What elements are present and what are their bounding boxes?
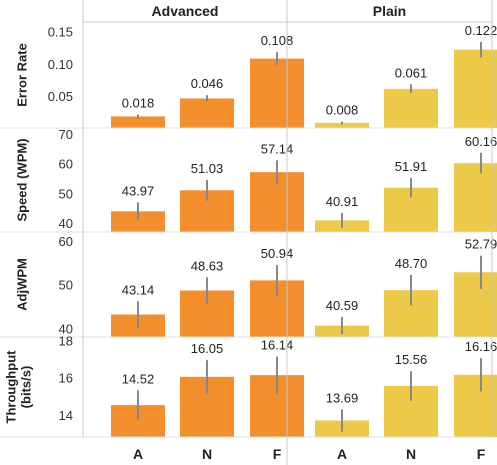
y-tick-label: 0.15	[48, 25, 73, 40]
y-axis-label-line: (bits/s)	[18, 366, 33, 409]
data-label: 43.14	[122, 282, 155, 297]
data-label: 16.14	[261, 338, 294, 353]
bar	[454, 374, 497, 437]
x-category-label: N	[406, 446, 416, 462]
y-axis-label: AdjWPM	[15, 258, 30, 311]
bar	[180, 98, 234, 128]
bar	[315, 122, 369, 128]
y-axis-label-line: Throughput	[3, 350, 18, 424]
data-label: 16.16	[465, 339, 497, 354]
x-category-label: F	[273, 446, 282, 462]
y-axis-label-line: Speed (WPM)	[15, 138, 30, 221]
data-label: 14.52	[122, 371, 155, 386]
data-label: 0.008	[326, 103, 359, 118]
data-label: 0.122	[465, 23, 497, 38]
data-label: 0.046	[191, 76, 224, 91]
data-label: 51.91	[395, 159, 428, 174]
y-tick-label: 14	[59, 408, 73, 423]
y-tick-label: 0.10	[48, 57, 73, 72]
y-axis-label: Throughput(bits/s)	[3, 350, 33, 424]
data-label: 60.16	[465, 134, 497, 149]
data-label: 15.56	[395, 352, 428, 367]
data-label: 48.70	[395, 256, 428, 271]
x-category-label: F	[477, 446, 486, 462]
data-label: 51.03	[191, 161, 224, 176]
bar	[111, 116, 165, 128]
y-tick-label: 16	[59, 371, 73, 386]
y-tick-label: 60	[59, 234, 73, 249]
x-category-label: N	[202, 446, 212, 462]
data-label: 0.108	[261, 33, 294, 48]
bar	[454, 163, 497, 232]
y-tick-label: 60	[59, 157, 73, 172]
data-label: 48.63	[191, 258, 224, 273]
y-tick-label: 40	[59, 321, 73, 336]
data-label: 43.97	[122, 183, 155, 198]
bar	[454, 272, 497, 337]
data-label: 0.018	[122, 96, 155, 111]
data-label: 16.05	[191, 341, 224, 356]
y-tick-label: 70	[59, 127, 73, 142]
data-label: 52.79	[465, 237, 497, 252]
data-label: 40.59	[326, 298, 359, 313]
column-header-advanced: Advanced	[152, 3, 219, 19]
y-tick-label: 50	[59, 278, 73, 293]
bar	[111, 211, 165, 232]
y-axis-label-line: Error Rate	[15, 43, 30, 107]
column-header-plain: Plain	[373, 3, 406, 19]
x-category-label: A	[337, 446, 347, 462]
y-tick-label: 0.05	[48, 89, 73, 104]
data-label: 13.69	[326, 390, 359, 405]
bar	[250, 58, 304, 129]
x-category-label: A	[133, 446, 143, 462]
data-label: 0.061	[395, 65, 428, 80]
data-label: 50.94	[261, 246, 294, 261]
y-axis-label: Speed (WPM)	[15, 138, 30, 221]
data-label: 57.14	[261, 141, 294, 156]
y-tick-label: 18	[59, 334, 73, 349]
data-label: 40.91	[326, 194, 359, 209]
bar	[384, 88, 438, 128]
bar	[454, 49, 497, 129]
y-axis-label-line: AdjWPM	[15, 258, 30, 311]
y-axis-label: Error Rate	[15, 43, 30, 107]
y-tick-label: 50	[59, 186, 73, 201]
y-tick-label: 40	[59, 216, 73, 231]
